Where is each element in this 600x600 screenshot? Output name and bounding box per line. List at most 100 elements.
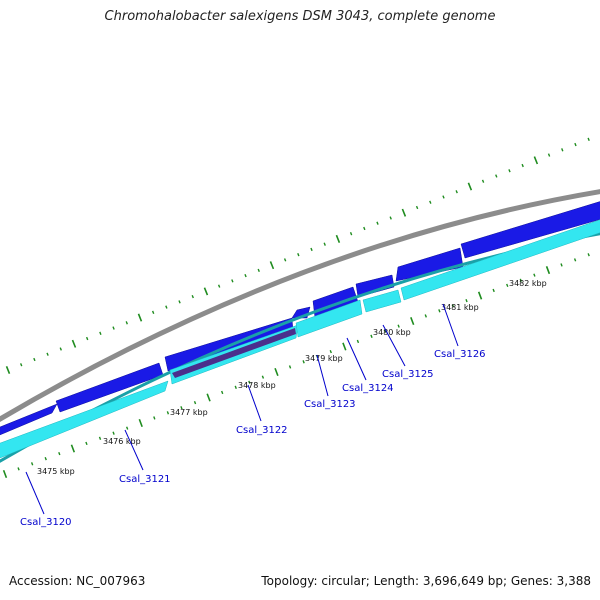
minor-tick (376, 221, 379, 225)
minor-tick (44, 457, 47, 461)
gene-label-csal-3126[interactable]: Csal_3126 (434, 349, 486, 360)
minor-tick (587, 137, 590, 141)
cds-reverse[interactable] (172, 328, 296, 378)
minor-tick (573, 258, 577, 262)
leader-line (316, 354, 329, 397)
minor-tick (383, 329, 387, 333)
major-tick (410, 317, 415, 326)
minor-tick (442, 195, 445, 199)
cds-reverse[interactable] (362, 289, 402, 313)
minor-tick (19, 363, 23, 367)
minor-tick (180, 406, 183, 410)
minor-tick (465, 298, 468, 303)
minor-tick (261, 375, 265, 379)
minor-tick (424, 314, 427, 318)
minor-tick (257, 268, 260, 273)
cds-reverse[interactable] (0, 380, 169, 460)
gene-labels: Csal_3120 Csal_3121 Csal_3122 Csal_3123 … (20, 349, 486, 528)
minor-tick (506, 283, 509, 287)
genome-summary-text: Topology: circular; Length: 3,696,649 bp… (261, 574, 591, 588)
gene-label-csal-3120[interactable]: Csal_3120 (20, 517, 72, 528)
major-tick (274, 367, 279, 377)
reverse-strand-backbone (0, 232, 600, 463)
minor-tick (521, 163, 524, 168)
minor-tick (323, 242, 326, 246)
minor-tick (85, 441, 88, 446)
kbp-label: 3478 kbp (238, 381, 276, 390)
minor-tick (415, 205, 419, 210)
major-tick (342, 342, 347, 351)
cds-forward[interactable] (355, 274, 395, 298)
minor-tick (495, 174, 498, 178)
minor-tick (178, 300, 181, 304)
genome-backbone (0, 189, 600, 423)
major-tick (477, 291, 483, 300)
minor-tick (166, 411, 170, 415)
minor-tick (112, 326, 115, 330)
cds-reverse[interactable] (400, 218, 600, 301)
minor-tick (33, 357, 36, 362)
major-tick (335, 234, 341, 243)
accession-text: Accession: NC_007963 (9, 574, 146, 588)
minor-tick (451, 304, 455, 308)
major-tick (206, 393, 211, 402)
gene-label-csal-3123[interactable]: Csal_3123 (304, 399, 356, 410)
cds-forward[interactable] (55, 362, 164, 413)
gene-leader-lines (25, 303, 459, 515)
reverse-strand-cds (0, 218, 600, 460)
cds-reverse[interactable] (295, 299, 363, 338)
outer-tick-row (5, 137, 590, 375)
minor-tick (85, 336, 89, 341)
minor-tick (561, 148, 564, 152)
minor-tick (574, 142, 577, 147)
minor-tick (46, 352, 49, 356)
minor-tick (547, 153, 551, 157)
minor-tick (221, 390, 224, 395)
minor-tick (481, 179, 485, 183)
minor-tick (587, 253, 590, 257)
minor-tick (98, 436, 102, 440)
minor-tick (30, 462, 34, 466)
minor-tick (297, 253, 300, 257)
minor-tick (165, 305, 168, 309)
major-tick (138, 418, 143, 428)
kbp-label: 3480 kbp (373, 328, 411, 337)
minor-tick (283, 258, 287, 262)
cds-forward[interactable] (460, 200, 600, 259)
kbp-axis-labels: 3475 kbp 3476 kbp 3477 kbp 3478 kbp 3479… (37, 279, 547, 476)
minor-tick (370, 334, 373, 338)
minor-tick (310, 247, 313, 252)
gene-label-csal-3122[interactable]: Csal_3122 (236, 425, 288, 436)
major-tick (467, 182, 473, 191)
minor-tick (560, 263, 563, 267)
kbp-label: 3477 kbp (170, 408, 208, 417)
leader-line (346, 337, 367, 381)
minor-tick (438, 309, 441, 313)
kbp-label: 3482 kbp (509, 279, 547, 288)
minor-tick (397, 324, 400, 328)
minor-tick (151, 310, 155, 314)
gene-label-csal-3125[interactable]: Csal_3125 (382, 369, 434, 380)
minor-tick (58, 451, 61, 456)
minor-tick (356, 339, 360, 344)
minor-tick (455, 190, 458, 194)
gene-label-csal-3121[interactable]: Csal_3121 (119, 474, 171, 485)
leader-line (247, 384, 262, 422)
minor-tick (288, 365, 292, 369)
major-tick (71, 339, 77, 348)
minor-tick (191, 294, 194, 299)
minor-tick (153, 416, 156, 420)
minor-tick (193, 400, 197, 405)
leader-line (382, 324, 406, 367)
leader-line (442, 303, 459, 347)
kbp-label: 3481 kbp (441, 303, 479, 312)
minor-tick (99, 331, 102, 335)
kbp-label: 3476 kbp (103, 437, 141, 446)
minor-tick (492, 288, 495, 293)
gene-label-csal-3124[interactable]: Csal_3124 (342, 383, 394, 394)
major-tick (2, 469, 8, 479)
major-tick (5, 365, 11, 375)
minor-tick (125, 426, 129, 430)
